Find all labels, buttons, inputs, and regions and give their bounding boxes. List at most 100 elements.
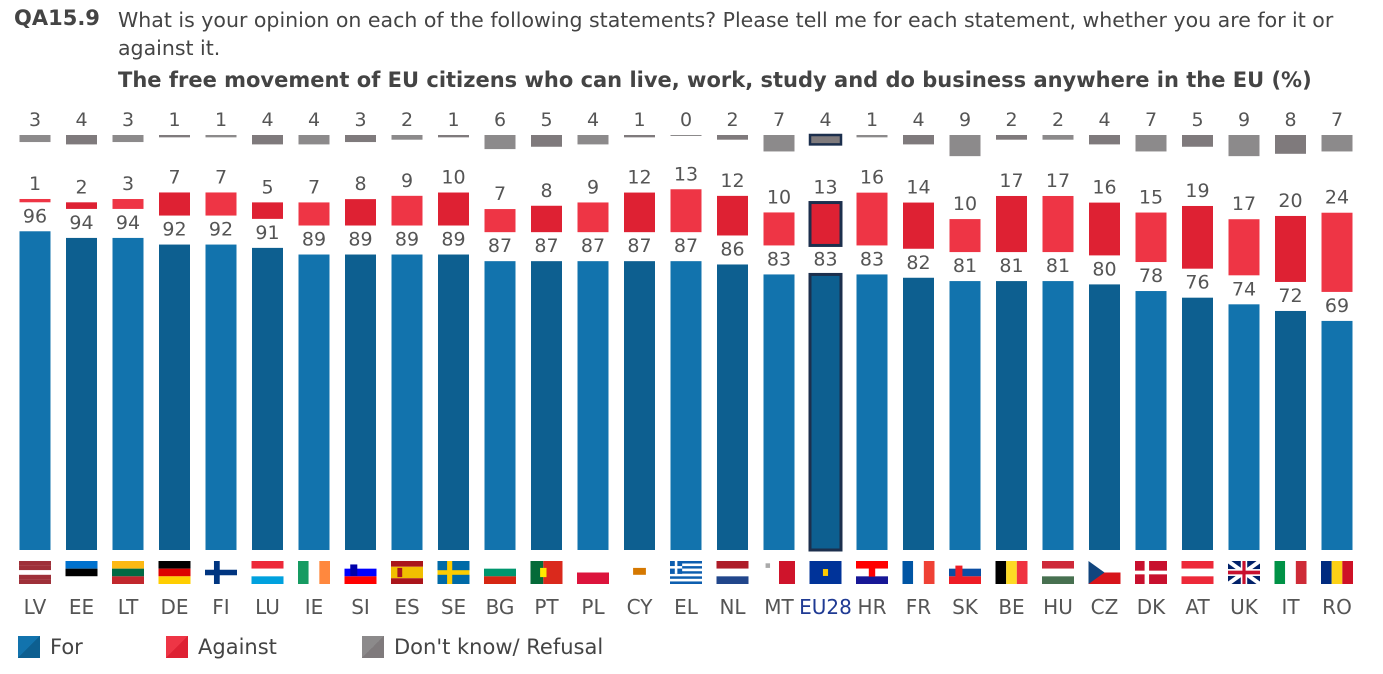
label-for-it: 72 (1278, 285, 1302, 307)
bar-against-bg (484, 209, 516, 233)
bar-dont-know-el (670, 135, 702, 136)
flag-el-icon (670, 561, 702, 584)
label-against-it: 20 (1278, 190, 1302, 212)
label-dont-know-mt: 7 (773, 109, 785, 131)
bar-for-dk (1135, 291, 1167, 550)
label-dont-know-it: 8 (1284, 109, 1296, 131)
label-against-be: 17 (999, 170, 1023, 192)
bar-dont-know-ee (66, 135, 97, 145)
label-for-be: 81 (999, 255, 1023, 277)
category-label-ie: IE (305, 595, 324, 619)
bar-dont-know-de (159, 135, 190, 138)
category-label-lt: LT (118, 595, 139, 619)
label-against-lv: 1 (29, 173, 41, 195)
label-dont-know-bg: 6 (494, 109, 506, 131)
label-dont-know-es: 2 (401, 109, 413, 131)
flag-bg-icon (484, 561, 516, 584)
label-against-hu: 17 (1046, 170, 1070, 192)
bar-against-fr (903, 202, 934, 249)
flag-nl-icon (716, 561, 749, 584)
label-dont-know-ie: 4 (308, 109, 320, 131)
bar-for-uk (1228, 304, 1260, 550)
label-dont-know-at: 5 (1191, 109, 1203, 131)
label-dont-know-cz: 4 (1098, 109, 1110, 131)
category-label-de: DE (160, 595, 188, 619)
flag-dk-icon (1135, 561, 1167, 584)
flag-mt-icon (763, 561, 795, 584)
legend-against: Against (166, 630, 277, 664)
bar-for-nl (717, 264, 748, 550)
label-for-es: 89 (395, 229, 419, 251)
bar-dont-know-si (345, 135, 376, 143)
label-for-pt: 87 (534, 235, 558, 257)
category-label-hu: HU (1043, 595, 1073, 619)
legend-for: For (18, 630, 83, 664)
flag-ee-icon (65, 561, 98, 584)
bar-against-sk (949, 219, 981, 253)
label-for-ie: 89 (302, 229, 326, 251)
category-label-at: AT (1185, 595, 1210, 619)
category-label-si: SI (351, 595, 370, 619)
label-for-el: 87 (674, 235, 698, 257)
question-text: What is your opinion on each of the foll… (118, 8, 1334, 60)
label-dont-know-lu: 4 (261, 109, 273, 131)
category-label-hr: HR (858, 595, 887, 619)
label-against-hr: 16 (860, 167, 884, 189)
bar-for-fi (205, 244, 237, 550)
label-for-pl: 87 (581, 235, 605, 257)
bar-against-nl (717, 195, 748, 236)
label-against-si: 8 (354, 173, 366, 195)
bar-dont-know-fr (903, 135, 934, 145)
label-against-cz: 16 (1092, 177, 1116, 199)
flag-cy-icon (623, 561, 656, 584)
bar-for-lv (19, 231, 51, 550)
bar-against-hu (1042, 195, 1074, 253)
flag-sk-icon (949, 561, 981, 584)
category-label-it: IT (1281, 595, 1300, 619)
bar-against-es (391, 195, 423, 226)
bar-dont-know-uk (1228, 135, 1260, 157)
label-against-fr: 14 (906, 177, 930, 199)
label-for-uk: 74 (1232, 278, 1256, 300)
bar-dont-know-cz (1089, 135, 1120, 145)
bar-dont-know-hr (856, 135, 888, 138)
bar-against-ro (1321, 212, 1353, 292)
label-dont-know-pl: 4 (587, 109, 599, 131)
bar-dont-know-es (391, 135, 423, 140)
legend-swatch-against (166, 636, 188, 658)
label-dont-know-uk: 9 (1238, 109, 1250, 131)
bar-for-pt (531, 261, 562, 550)
label-dont-know-sk: 9 (959, 109, 971, 131)
bar-against-pl (577, 202, 609, 233)
flag-de-icon (158, 561, 191, 584)
category-label-pt: PT (534, 595, 559, 619)
flag-si-icon (344, 561, 377, 584)
legend-label-against: Against (198, 635, 277, 659)
bar-for-cz (1089, 284, 1120, 550)
bar-dont-know-pt (531, 135, 562, 147)
label-for-cy: 87 (627, 235, 651, 257)
label-for-ro: 69 (1325, 295, 1349, 317)
bar-dont-know-ie (298, 135, 330, 145)
bar-for-hu (1042, 281, 1074, 550)
label-dont-know-de: 1 (168, 109, 180, 131)
label-against-at: 19 (1185, 180, 1209, 202)
bar-for-mt (763, 274, 795, 550)
label-dont-know-nl: 2 (726, 109, 738, 131)
category-label-lv: LV (24, 595, 47, 619)
category-label-lu: LU (255, 595, 280, 619)
flag-fr-icon (902, 561, 935, 584)
category-label-es: ES (394, 595, 419, 619)
bar-for-pl (577, 261, 609, 550)
flag-be-icon (995, 561, 1028, 584)
bar-for-el (670, 261, 702, 550)
category-label-mt: MT (764, 595, 794, 619)
bar-for-ro (1321, 320, 1353, 550)
label-against-pt: 8 (540, 180, 552, 202)
label-dont-know-se: 1 (447, 109, 459, 131)
bar-dont-know-it (1275, 135, 1306, 154)
bar-against-ee (66, 202, 97, 209)
flag-cz-icon (1088, 561, 1121, 584)
label-for-cz: 80 (1092, 258, 1116, 280)
flag-it-icon (1274, 561, 1307, 584)
